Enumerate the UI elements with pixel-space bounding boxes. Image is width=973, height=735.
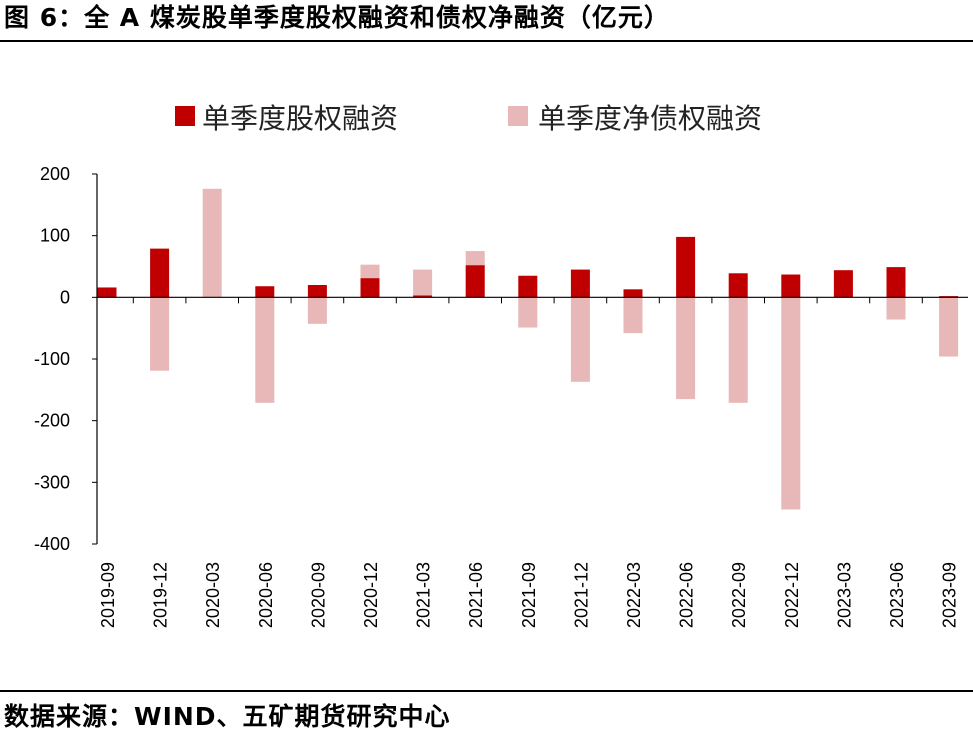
- equity-bar-2021-06: [465, 265, 485, 298]
- debt-bar-2023-09: [939, 297, 959, 357]
- source-divider: [0, 690, 973, 692]
- y-tick-label: -100: [34, 349, 70, 369]
- x-tick-label: 2022-12: [782, 562, 802, 628]
- equity-bar-2023-03: [833, 270, 853, 298]
- y-tick-label: -200: [34, 411, 70, 431]
- x-tick-label: 2021-03: [414, 562, 434, 628]
- equity-bar-2022-03: [623, 289, 643, 298]
- x-tick-label: 2020-03: [203, 562, 223, 628]
- debt-bar-2021-12: [570, 297, 590, 382]
- debt-bar-2023-06: [886, 297, 906, 320]
- figure-title: 图 6：全 A 煤炭股单季度股权融资和债权净融资（亿元）: [4, 3, 670, 32]
- x-tick-label: 2020-12: [361, 562, 381, 628]
- equity-bar-2021-09: [518, 275, 538, 298]
- legend-swatch-debt: [508, 106, 528, 126]
- equity-bar-2020-06: [255, 286, 275, 298]
- equity-bar-2019-09: [97, 287, 117, 298]
- equity-bar-2020-09: [307, 285, 327, 298]
- equity-bar-2022-12: [781, 274, 801, 298]
- debt-bar-2021-09: [518, 297, 538, 328]
- x-tick-label: 2021-12: [571, 562, 591, 628]
- x-tick-label: 2022-09: [729, 562, 749, 628]
- x-tick-label: 2023-09: [940, 562, 960, 628]
- legend-swatch-equity: [175, 106, 195, 126]
- equity-bar-2023-06: [886, 267, 906, 298]
- x-tick-label: 2023-06: [887, 562, 907, 628]
- x-tick-label: 2022-06: [677, 562, 697, 628]
- equity-bar-2019-12: [150, 248, 170, 298]
- debt-bar-2022-06: [676, 297, 696, 400]
- title-divider: [0, 40, 973, 42]
- debt-bar-2020-03: [202, 188, 222, 298]
- x-tick-label: 2021-06: [466, 562, 486, 628]
- equity-bar-2021-03: [413, 295, 433, 298]
- equity-bar-2022-09: [728, 273, 748, 298]
- y-tick-label: -300: [34, 472, 70, 492]
- equity-bar-2020-12: [360, 278, 380, 298]
- legend-label-debt: 单季度净债权融资: [538, 102, 762, 135]
- x-tick-label: 2019-09: [98, 562, 118, 628]
- debt-bar-2022-03: [623, 297, 643, 334]
- equity-bar-2022-06: [676, 236, 696, 298]
- y-tick-label: 100: [40, 226, 70, 246]
- y-tick-label: 200: [40, 164, 70, 184]
- x-tick-label: 2020-09: [308, 562, 328, 628]
- x-tick-label: 2022-03: [624, 562, 644, 628]
- source-note: 数据来源：WIND、五矿期货研究中心: [4, 702, 451, 731]
- debt-bar-2020-09: [307, 297, 327, 324]
- bar-chart: 单季度股权融资 单季度净债权融资 200 100 0 -100 -200 -300 -400…: [34, 102, 968, 628]
- x-tick-label: 2019-12: [151, 562, 171, 628]
- x-tick-label: 2020-06: [256, 562, 276, 628]
- debt-bar-2022-09: [728, 297, 748, 403]
- debt-bar-2019-12: [150, 297, 170, 371]
- x-tick-label: 2023-03: [834, 562, 854, 628]
- equity-bar-2023-09: [939, 296, 959, 298]
- y-tick-label: -400: [34, 534, 70, 554]
- plot-area: 200 100 0 -100 -200 -300 -400 2019-09 2019-12 202…: [34, 164, 968, 628]
- equity-bar-2021-12: [570, 269, 590, 298]
- debt-bar-2021-03: [413, 269, 433, 298]
- x-tick-label: 2021-09: [519, 562, 539, 628]
- debt-bar-2022-12: [781, 297, 801, 510]
- y-tick-label: 0: [60, 287, 70, 307]
- debt-bar-2020-06: [255, 297, 275, 403]
- legend-label-equity: 单季度股权融资: [202, 102, 398, 135]
- legend: 单季度股权融资 单季度净债权融资: [175, 102, 762, 135]
